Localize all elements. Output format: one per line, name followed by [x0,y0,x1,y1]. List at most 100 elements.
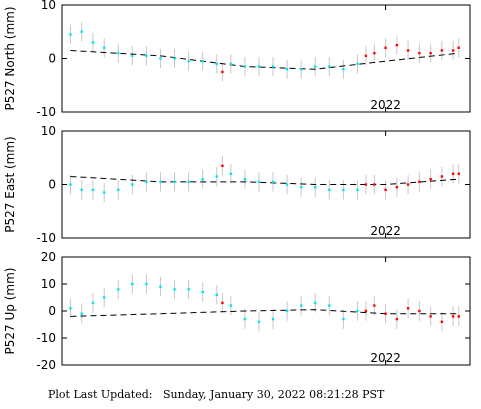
east-data-point [314,185,317,189]
north-data-point [356,62,359,66]
footer-label: Plot Last Updated: [48,388,153,401]
up-data-point [69,307,72,310]
east-data-point [91,188,95,192]
north-data-point [80,30,83,33]
north-data-point [131,54,134,58]
north-data-point [285,68,289,71]
north-data-point [418,51,421,55]
east-data-point [299,185,303,189]
north-y-tick-label: 0 [48,52,56,66]
north-data-point [145,54,148,58]
east-data-point [271,180,275,184]
east-data-point [364,183,368,186]
up-data-point [395,317,399,321]
east-y-axis-label: P527 East (mm) [3,136,17,232]
up-data-point [429,315,432,318]
north-data-point [451,49,455,52]
north-data-point [384,46,387,49]
up-data-point [440,320,444,323]
north-data-point [117,51,120,55]
north-data-point [429,51,432,55]
north-data-point [257,65,261,68]
east-data-point [131,183,134,186]
east-data-point [103,191,106,194]
east-x-tick-label: 2022 [370,224,401,238]
east-data-point [145,180,148,184]
north-data-point [364,54,368,58]
up-data-point [384,312,387,315]
north-data-point [91,41,95,44]
up-data-point [457,315,460,318]
up-y-axis-label: P527 Up (mm) [3,268,17,355]
north-y-axis-label: P527 North (mm) [3,6,17,110]
up-data-point [418,309,421,313]
up-data-point [117,288,120,291]
east-data-point [243,177,247,181]
north-data-point [406,49,410,52]
up-y-tick-label: -20 [36,358,56,372]
north-y-tick-label: -10 [36,105,56,119]
east-data-point [257,180,261,184]
north-data-point [328,65,331,68]
up-data-point [91,301,95,305]
up-data-point [229,304,233,307]
up-y-tick-label: 10 [41,277,56,291]
up-data-point [328,304,331,307]
up-data-point [342,317,345,321]
north-x-tick-label: 2022 [370,98,401,112]
east-data-point [429,177,432,181]
up-panel: -20 -10 0 10 20 2022 P527 Up (mm) [3,250,471,372]
up-data-point [221,301,224,305]
up-data-point [406,307,410,310]
north-data-point [440,49,444,52]
north-data-point [314,65,317,68]
east-data-point [69,183,72,186]
north-data-point [373,51,376,55]
up-data-point [356,309,359,313]
up-y-tick-label: -10 [36,331,56,345]
north-data-point [271,65,275,68]
east-data-point [384,188,387,192]
east-data-point [440,175,444,178]
east-y-tick-label: 10 [41,124,56,138]
east-trend-line [70,175,459,185]
up-data-point [271,317,275,321]
east-data-point [173,180,176,184]
east-y-tick-label: -10 [36,231,56,245]
east-data-point [373,183,376,186]
footer-last-updated: Plot Last Updated: Sunday, January 30, 2… [48,388,384,401]
north-data-point [221,70,224,74]
east-data-point [117,188,120,192]
up-data-point [145,282,148,286]
up-data-point [285,309,289,313]
east-data-point [418,180,421,184]
east-y-tick-label: 0 [48,178,56,192]
north-plot-frame [61,4,471,113]
up-data-point [257,320,261,323]
up-trend-line [70,309,459,317]
east-data-point [356,188,359,192]
east-data-point [342,188,345,192]
north-data-point [103,46,106,49]
east-data-point [80,188,83,192]
east-data-point [187,180,190,184]
up-data-point [243,317,247,321]
north-data-point [215,62,218,66]
east-data-point [406,183,410,186]
up-data-point [299,304,303,307]
up-data-point [103,296,106,299]
east-data-point [221,164,224,167]
north-data-point [299,68,303,71]
up-data-point [173,288,176,291]
up-x-tick-label: 2022 [370,351,401,365]
east-panel: -10 0 10 2022 P527 East (mm) [3,124,471,245]
east-data-point [229,172,233,175]
east-data-point [451,172,455,175]
east-data-point [201,177,204,181]
up-data-point [80,312,83,315]
north-data-point [243,65,247,68]
up-data-point [131,282,134,286]
up-y-tick-label: 0 [48,304,56,318]
